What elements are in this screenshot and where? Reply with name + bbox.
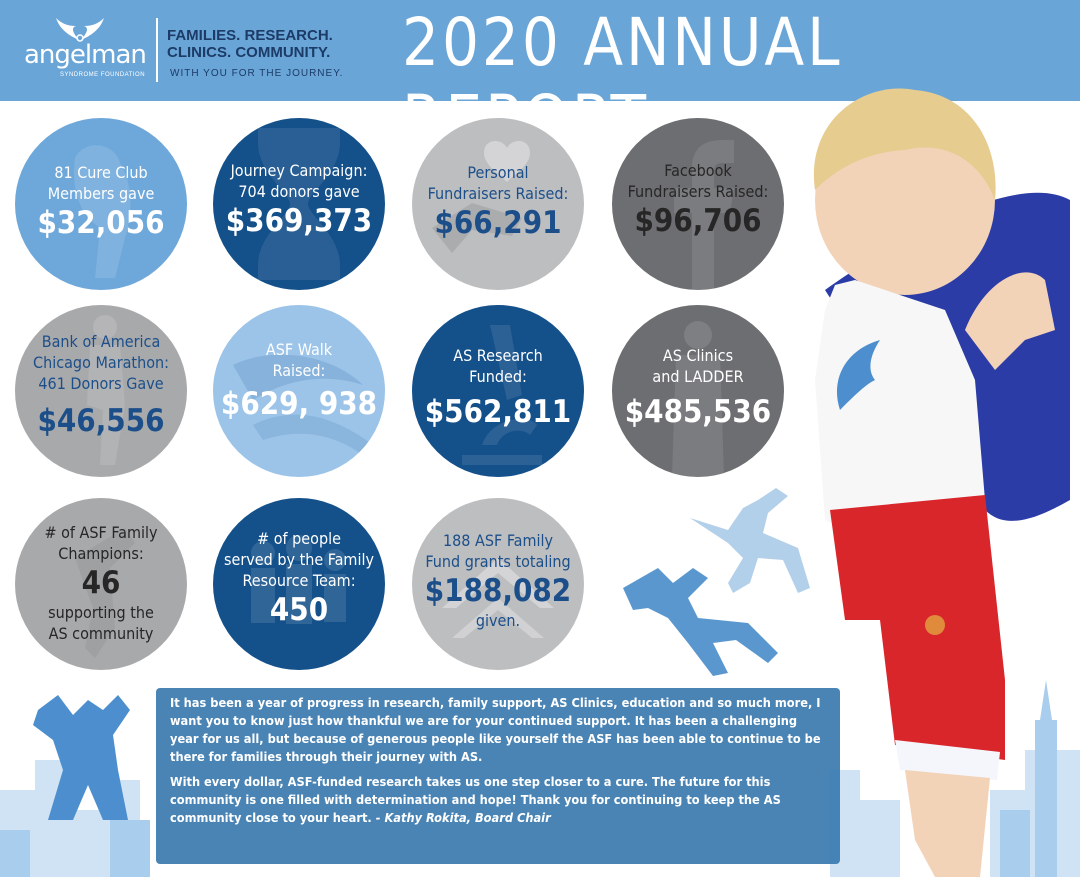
family-group-icon <box>251 535 346 624</box>
flying-superheroine-icon <box>690 488 810 593</box>
walking-feet-icon <box>233 354 373 455</box>
tagline-line-2: CLINICS. COMMUNITY. <box>167 44 331 61</box>
logo-subtitle: SYNDROME FOUNDATION <box>60 72 146 78</box>
walk-amount: $629, 938 <box>220 386 378 422</box>
grants-amount: $188,082 <box>424 573 572 609</box>
stat-circle-chicago-marathon: Bank of America Chicago Marathon: 461 Do… <box>15 305 187 477</box>
personal-label-2: Fundraisers Raised: <box>427 184 569 203</box>
personal-amount: $66,291 <box>434 205 562 241</box>
stat-circle-as-research: AS Research Funded: $562,811 <box>412 305 584 477</box>
facebook-label-1: Facebook <box>664 161 732 180</box>
grants-label-3: given. <box>475 611 521 630</box>
clinics-label-1: AS Clinics <box>662 346 734 365</box>
journey-amount: $369,373 <box>225 203 373 239</box>
tagline-sub: WITH YOU FOR THE JOURNEY. <box>170 68 344 79</box>
champions-label-1: # of ASF Family <box>44 523 158 542</box>
flying-superhero-icon <box>623 568 778 676</box>
facebook-amount: $96,706 <box>634 203 762 239</box>
board-chair-message: It has been a year of progress in resear… <box>156 688 840 864</box>
walk-label-2: Raised: <box>272 361 326 380</box>
personal-label-1: Personal <box>467 163 529 182</box>
stat-circle-as-clinics: AS Clinics and LADDER $485,536 <box>612 305 784 477</box>
tagline: FAMILIES. RESEARCH. CLINICS. COMMUNITY. <box>167 27 333 61</box>
doctor-icon <box>672 321 724 477</box>
people-label-3: Resource Team: <box>242 571 356 590</box>
grants-label-1: 188 ASF Family <box>442 531 554 550</box>
house-icon <box>442 558 554 638</box>
marathon-label-2: Chicago Marathon: <box>33 353 169 372</box>
clinics-amount: $485,536 <box>624 394 772 430</box>
stat-circle-personal-fundraisers: Personal Fundraisers Raised: $66,291 <box>412 118 584 290</box>
grants-label-2: Fund grants totaling <box>425 552 571 571</box>
people-label-2: served by the Family <box>224 550 374 569</box>
champion-silhouette-icon <box>75 528 135 658</box>
standing-superhero-icon <box>33 695 130 820</box>
journey-label-2: 704 donors gave <box>238 182 360 201</box>
message-paragraph-1: It has been a year of progress in resear… <box>170 695 821 764</box>
superhero-silhouette-icon <box>74 145 131 278</box>
stat-circle-journey-campaign: Journey Campaign: 704 donors gave $369,3… <box>213 118 385 290</box>
stat-circle-asf-walk: ASF Walk Raised: $629, 938 <box>213 305 385 477</box>
walk-label-1: ASF Walk <box>265 340 333 359</box>
child-superhero-photo <box>813 88 1070 877</box>
header-divider <box>156 18 158 82</box>
research-label-2: Funded: <box>469 367 527 386</box>
champions-label-2: Champions: <box>58 544 144 563</box>
microscope-icon <box>462 325 542 465</box>
message-signature: - Kathy Rokita, Board Chair <box>375 810 551 825</box>
stat-circle-family-fund-grants: 188 ASF Family Fund grants totaling $188… <box>412 498 584 670</box>
hand-heart-icon <box>432 141 530 253</box>
marathon-label-3: 461 Donors Gave <box>38 374 164 393</box>
tagline-line-1: FAMILIES. RESEARCH. <box>167 27 333 44</box>
people-label-1: # of people <box>257 529 341 548</box>
champions-amount: 46 <box>81 565 121 601</box>
facebook-f-icon <box>674 140 734 290</box>
facebook-label-2: Fundraisers Raised: <box>627 182 769 201</box>
message-paragraph-2-text: With every dollar, ASF-funded research t… <box>170 774 781 825</box>
angel-wings-logo-icon <box>56 18 104 42</box>
header-banner: angelman SYNDROME FOUNDATION FAMILIES. R… <box>0 0 1080 158</box>
research-amount: $562,811 <box>424 394 572 430</box>
journey-label-1: Journey Campaign: <box>230 161 368 180</box>
champions-label-4: AS community <box>48 624 154 643</box>
stat-circle-people-served: # of people served by the Family Resourc… <box>213 498 385 670</box>
stat-circle-cure-club: 81 Cure Club Members gave $32,056 <box>15 118 187 290</box>
cure-club-label-1: 81 Cure Club <box>54 163 148 182</box>
people-amount: 450 <box>269 592 329 628</box>
logo-wordmark: angelman <box>24 40 147 70</box>
cure-club-amount: $32,056 <box>37 205 165 241</box>
champions-label-3: supporting the <box>48 603 154 622</box>
marathon-label-1: Bank of America <box>41 332 161 351</box>
stat-circle-family-champions: # of ASF Family Champions: 46 supporting… <box>15 498 187 670</box>
cure-club-label-2: Members gave <box>47 184 155 203</box>
stat-circle-facebook-fundraisers: Facebook Fundraisers Raised: $96,706 <box>612 118 784 290</box>
clinics-label-2: and LADDER <box>652 367 744 386</box>
research-label-1: AS Research <box>453 346 543 365</box>
marathon-amount: $46,556 <box>37 403 165 439</box>
runner-silhouette-icon <box>87 315 125 465</box>
hourglass-icon <box>258 128 340 280</box>
message-paragraph-2: With every dollar, ASF-funded research t… <box>170 773 826 827</box>
